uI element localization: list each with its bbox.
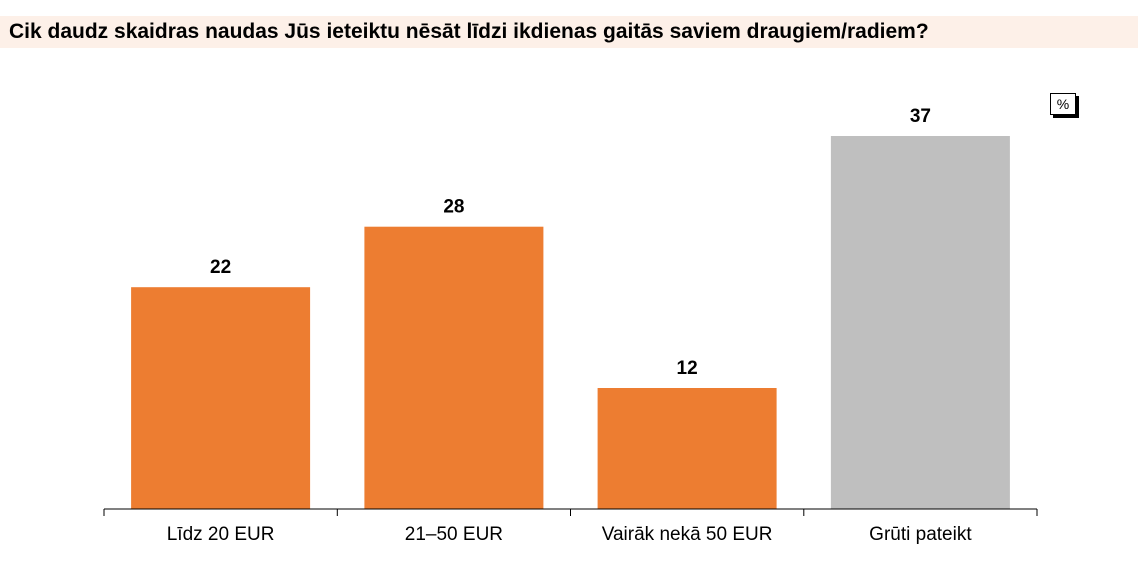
chart-title: Cik daudz skaidras naudas Jūs ieteiktu n… bbox=[9, 20, 929, 43]
bar-3 bbox=[830, 136, 1010, 509]
category-label-0: Līdz 20 EUR bbox=[167, 524, 275, 545]
title-bar: Cik daudz skaidras naudas Jūs ieteiktu n… bbox=[0, 16, 1138, 48]
bar-1 bbox=[364, 226, 544, 509]
unit-label: % bbox=[1050, 93, 1076, 115]
category-label-1: 21–50 EUR bbox=[405, 524, 503, 545]
data-label-3: 37 bbox=[910, 106, 931, 127]
data-label-0: 22 bbox=[210, 257, 231, 278]
category-label-3: Grūti pateikt bbox=[869, 524, 972, 545]
data-label-1: 28 bbox=[443, 197, 464, 218]
data-label-2: 12 bbox=[677, 358, 698, 379]
category-label-2: Vairāk nekā 50 EUR bbox=[602, 524, 773, 545]
bar-0 bbox=[131, 287, 311, 509]
bar-2 bbox=[597, 388, 777, 509]
